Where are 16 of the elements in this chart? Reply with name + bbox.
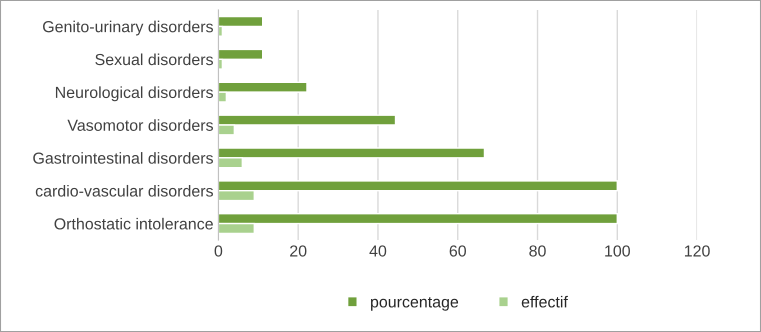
y-tick-label: Gastrointestinal disorders	[33, 152, 213, 164]
x-tick-label: 0	[214, 245, 222, 257]
legend-label: effectif	[522, 296, 568, 308]
x-tick-label: 40	[369, 245, 386, 257]
legend-label: pourcentage	[371, 297, 458, 311]
y-tick-label: Genito-urinary disorders	[43, 20, 213, 36]
x-tick-label: 120	[684, 245, 710, 257]
x-tick-label: 80	[529, 245, 546, 257]
y-tick-label: cardio-vascular disorders	[36, 184, 213, 197]
y-tick-label: Orthostatic intolerance	[54, 218, 213, 230]
x-tick-label: 100	[605, 245, 630, 257]
x-tick-label: 20	[290, 245, 306, 257]
x-tick-label: 60	[450, 245, 466, 257]
y-tick-label: Sexual disorders	[95, 53, 213, 66]
y-tick-label: Vasomotor disorders	[67, 119, 213, 131]
y-tick-label: Neurological disorders	[56, 86, 213, 102]
